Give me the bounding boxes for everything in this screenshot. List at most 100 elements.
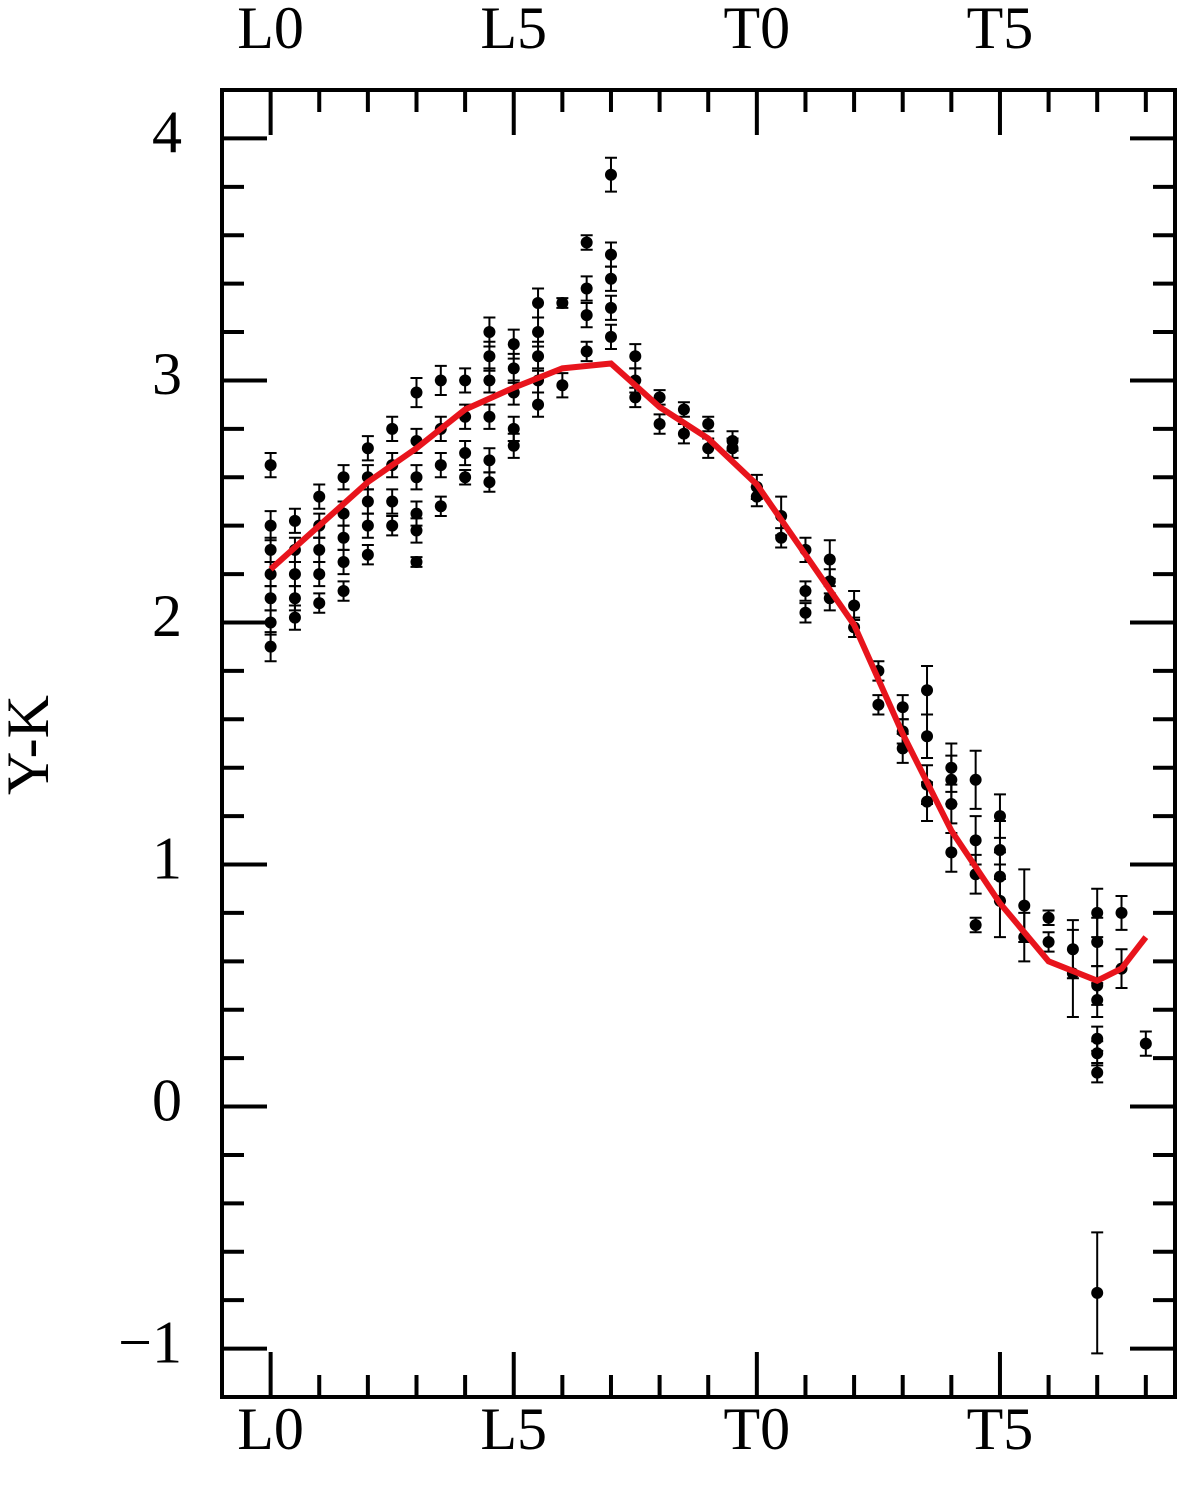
data-point (677, 427, 690, 440)
data-point (580, 282, 593, 295)
data-point (580, 345, 593, 358)
data-point (1018, 899, 1031, 912)
data-point (969, 919, 982, 932)
data-point (1091, 1032, 1104, 1045)
data-point (921, 684, 934, 697)
data-point (1091, 1286, 1104, 1299)
x-tick-label: L0 (237, 1396, 304, 1462)
data-point (532, 350, 545, 363)
data-point (945, 846, 958, 859)
data-point (337, 555, 350, 568)
data-point (1091, 906, 1104, 919)
data-point (872, 698, 885, 711)
data-point (556, 379, 569, 392)
x-tick-label: T5 (967, 1396, 1034, 1462)
data-point (556, 296, 569, 309)
data-point (264, 519, 277, 532)
x-tick-label: T0 (724, 1396, 791, 1462)
data-point (969, 773, 982, 786)
data-point (993, 810, 1006, 823)
data-point (1042, 935, 1055, 948)
data-point (799, 585, 812, 598)
y-tick-label: 2 (152, 583, 182, 649)
data-point (799, 606, 812, 619)
data-point (532, 326, 545, 339)
data-point (264, 616, 277, 629)
data-point (1139, 1037, 1152, 1050)
data-point (386, 422, 399, 435)
data-point (823, 553, 836, 566)
y-tick-label: 3 (152, 341, 182, 407)
data-point (264, 543, 277, 556)
data-point (410, 386, 423, 399)
data-point (361, 548, 374, 561)
x-tick-label-top: T0 (724, 0, 791, 61)
x-tick-label: L5 (480, 1396, 547, 1462)
data-point (459, 471, 472, 484)
data-point (337, 471, 350, 484)
fit-line (268, 360, 1149, 984)
data-point (361, 442, 374, 455)
data-point (386, 519, 399, 532)
data-point (532, 398, 545, 411)
data-point (896, 701, 909, 714)
data-point (434, 374, 447, 387)
data-point (921, 730, 934, 743)
data-point (1091, 935, 1104, 948)
y-tick-label: 4 (152, 99, 182, 165)
data-point (507, 338, 520, 351)
data-point (337, 585, 350, 598)
data-point (459, 447, 472, 460)
data-point (313, 597, 326, 610)
data-point (313, 568, 326, 581)
data-point (410, 524, 423, 537)
data-point (288, 514, 301, 527)
data-point (313, 543, 326, 556)
data-point (1042, 911, 1055, 924)
data-point (264, 459, 277, 472)
data-point (629, 391, 642, 404)
data-point (726, 434, 739, 447)
data-point (653, 418, 666, 431)
data-point (434, 459, 447, 472)
data-point (969, 834, 982, 847)
data-point (483, 454, 496, 467)
data-point (288, 611, 301, 624)
data-point (604, 168, 617, 181)
data-point (313, 490, 326, 503)
data-point (507, 439, 520, 452)
x-tick-label-top: T5 (967, 0, 1034, 61)
data-point (410, 507, 423, 520)
data-point (288, 592, 301, 605)
data-point (604, 301, 617, 314)
data-point (580, 309, 593, 322)
data-point (1115, 906, 1128, 919)
x-tick-label-top: L0 (237, 0, 304, 61)
data-point (1091, 1066, 1104, 1079)
data-point (507, 362, 520, 375)
data-point (434, 500, 447, 513)
plot-frame (220, 88, 1177, 1399)
y-tick-label: 1 (152, 825, 182, 891)
data-point (483, 350, 496, 363)
data-point (288, 568, 301, 581)
data-point (264, 592, 277, 605)
data-point (1066, 943, 1079, 956)
y-tick-label: −1 (118, 1309, 182, 1375)
data-point (629, 350, 642, 363)
data-point (848, 599, 861, 612)
data-point (361, 495, 374, 508)
y-tick-label: 0 (152, 1067, 182, 1133)
data-point (993, 843, 1006, 856)
data-point (361, 519, 374, 532)
data-point (702, 418, 715, 431)
data-point (677, 403, 690, 416)
data-point (264, 568, 277, 581)
data-point (945, 761, 958, 774)
data-point (483, 410, 496, 423)
data-point (483, 326, 496, 339)
data-point (459, 374, 472, 387)
data-point (386, 495, 399, 508)
data-point (604, 330, 617, 343)
data-point (264, 640, 277, 653)
